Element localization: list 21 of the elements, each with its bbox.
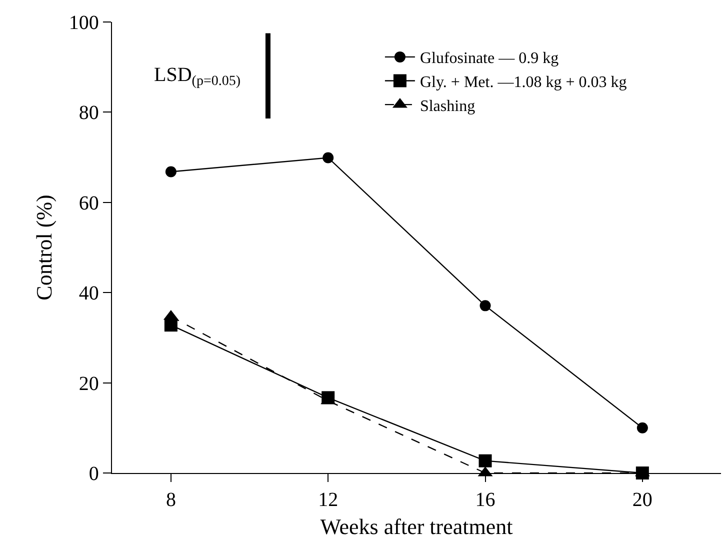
x-tick-label: 20 — [632, 489, 652, 512]
y-tick-label: 80 — [78, 102, 99, 124]
point — [636, 422, 648, 434]
x-tick-label: 16 — [475, 489, 496, 512]
point — [322, 152, 334, 164]
y-tick-label: 0 — [88, 463, 99, 485]
point — [478, 454, 492, 468]
legend-label: Glufosinate — 0.9 kg — [420, 50, 559, 68]
y-axis-title: Control (%) — [32, 194, 57, 300]
legend-label: Gly. + Met. —1.08 kg + 0.03 kg — [420, 74, 627, 91]
x-axis-title: Weeks after treatment — [320, 514, 513, 539]
legend-label: Slashing — [420, 98, 476, 115]
y-tick-label: 100 — [68, 12, 99, 34]
y-tick-label: 60 — [78, 192, 99, 214]
x-tick-label: 8 — [166, 489, 176, 512]
annotation: LSD$_{(p=0.05)}$ — [154, 64, 241, 90]
x-tick-label: 12 — [318, 489, 338, 512]
point — [165, 166, 176, 178]
point — [480, 300, 491, 312]
y-tick-label: 20 — [78, 372, 99, 395]
y-tick-label: 40 — [78, 282, 99, 305]
